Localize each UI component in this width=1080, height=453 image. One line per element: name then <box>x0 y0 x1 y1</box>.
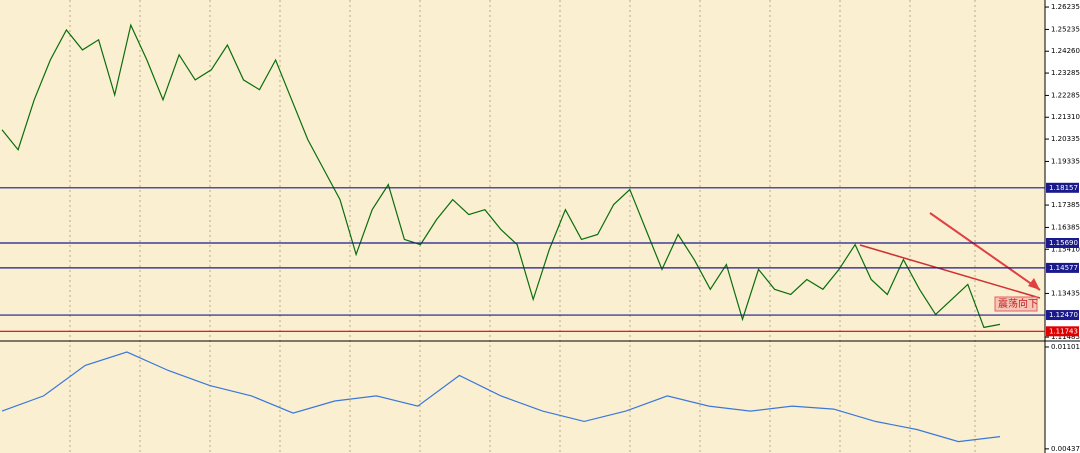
annotation-box <box>994 296 1038 312</box>
price-line <box>1 23 1001 329</box>
y-tick-label: 0.00437 <box>1051 445 1080 453</box>
y-tick-label: 1.11485 <box>1051 333 1080 341</box>
y-tick-label: 1.16385 <box>1051 223 1080 231</box>
vertical-grid <box>69 0 976 453</box>
y-tick-label: 1.26235 <box>1051 3 1080 11</box>
y-tick-label: 1.17385 <box>1051 201 1080 209</box>
arrow <box>929 212 1041 291</box>
y-tick-label: 1.22285 <box>1051 91 1080 99</box>
arrow-head <box>1028 278 1040 290</box>
level-label: 1.11743 <box>1049 327 1078 335</box>
level-label: 1.18157 <box>1049 184 1078 192</box>
y-tick-label: 1.20335 <box>1051 135 1080 143</box>
y-tick-label: 0.01101 <box>1051 343 1080 351</box>
plot-background <box>0 0 1045 453</box>
y-tick-label: 1.24260 <box>1051 47 1080 55</box>
price-line <box>1 351 1001 443</box>
level-label-box <box>1046 182 1079 193</box>
level-label-box <box>1046 310 1079 321</box>
y-tick-label: 1.13435 <box>1051 289 1080 297</box>
trend-line <box>859 244 1041 299</box>
level-label: 1.14577 <box>1049 264 1078 272</box>
level-label-box <box>1046 237 1079 248</box>
y-tick-label: 1.23285 <box>1051 69 1080 77</box>
annotation: 震荡向下 <box>998 297 1038 310</box>
y-tick-label: 1.25235 <box>1051 25 1080 33</box>
level-label-box <box>1046 262 1079 273</box>
level-label: 1.12470 <box>1049 311 1078 319</box>
y-tick-label: 1.21310 <box>1051 113 1080 121</box>
level-label-box <box>1046 326 1079 337</box>
y-tick-label: 1.15410 <box>1051 245 1080 253</box>
axis-background <box>1045 0 1080 453</box>
y-tick-label: 1.19335 <box>1051 157 1080 165</box>
level-label: 1.15690 <box>1049 239 1078 247</box>
